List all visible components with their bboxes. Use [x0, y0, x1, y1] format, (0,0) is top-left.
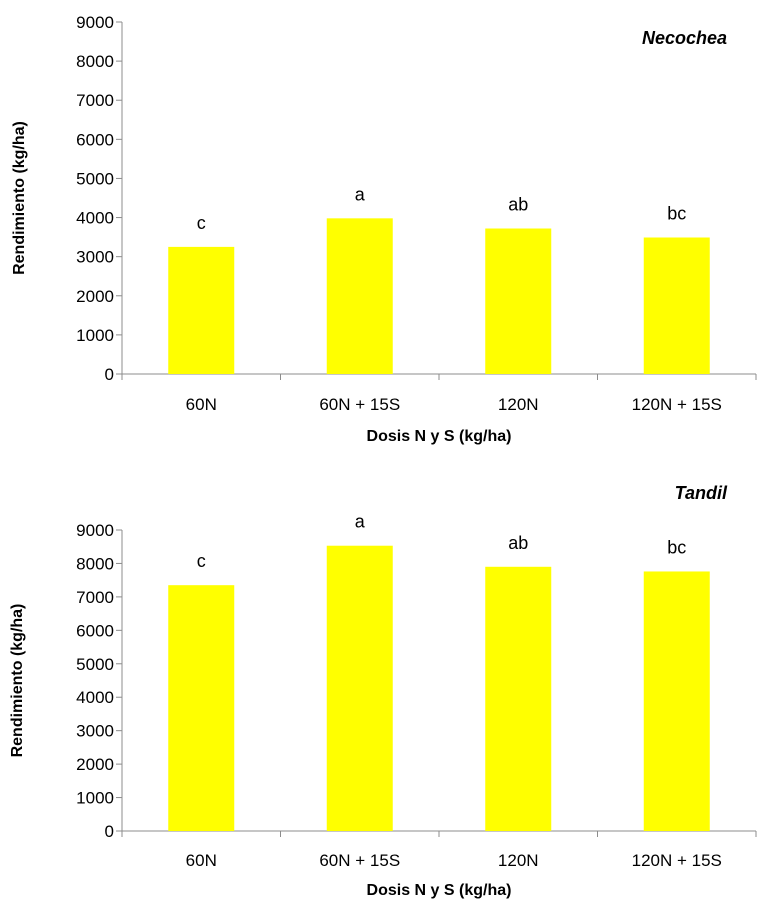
x-axis-label: Dosis N y S (kg/ha) — [367, 882, 512, 899]
y-axis-label: Rendimiento (kg/ha) — [11, 121, 28, 275]
x-category-label: 60N + 15S — [319, 851, 400, 870]
y-tick-label: 6000 — [76, 621, 114, 640]
y-tick-label: 1000 — [76, 789, 114, 808]
x-category-label: 120N + 15S — [632, 851, 722, 870]
bar — [326, 218, 393, 374]
chart-title: Tandil — [675, 483, 728, 503]
significance-label: ab — [508, 533, 528, 553]
chart-1: Tandil 0 1000 2000 3000 4000 5000 6000 7000 8000 9… — [9, 483, 757, 899]
significance-label: bc — [667, 204, 686, 224]
y-tick-label: 3000 — [76, 722, 114, 741]
x-category-label: 120N — [498, 851, 539, 870]
y-tick-label: 5000 — [76, 655, 114, 674]
y-tick-label: 0 — [105, 822, 114, 841]
y-tick-label: 2000 — [76, 287, 114, 306]
bar — [643, 237, 710, 374]
y-tick-label: 6000 — [76, 130, 114, 149]
y-tick-label: 7000 — [76, 91, 114, 110]
significance-label: a — [355, 512, 366, 532]
x-category-label: 60N — [186, 395, 217, 414]
x-category-label: 60N + 15S — [319, 395, 400, 414]
y-tick-label: 0 — [105, 365, 114, 384]
y-tick-label: 9000 — [76, 521, 114, 540]
bar — [643, 571, 710, 831]
chart-0: Necochea 0 1000 2000 3000 4000 5000 6000 7000 800… — [11, 13, 757, 445]
y-tick-label: 3000 — [76, 248, 114, 267]
bar — [326, 545, 393, 831]
y-tick-label: 7000 — [76, 588, 114, 607]
bar — [485, 228, 552, 374]
y-tick-label: 2000 — [76, 755, 114, 774]
y-tick-label: 8000 — [76, 554, 114, 573]
significance-label: c — [197, 551, 206, 571]
y-tick-label: 1000 — [76, 326, 114, 345]
chart-title: Necochea — [642, 28, 727, 48]
x-category-label: 120N + 15S — [632, 395, 722, 414]
x-category-label: 60N — [186, 851, 217, 870]
bar — [485, 566, 552, 831]
y-tick-label: 9000 — [76, 13, 114, 32]
significance-label: ab — [508, 195, 528, 215]
y-tick-label: 8000 — [76, 52, 114, 71]
y-tick-label: 4000 — [76, 688, 114, 707]
significance-label: a — [355, 184, 366, 204]
x-category-label: 120N — [498, 395, 539, 414]
significance-label: c — [197, 213, 206, 233]
x-axis-label: Dosis N y S (kg/ha) — [367, 428, 512, 445]
y-tick-label: 5000 — [76, 169, 114, 188]
significance-label: bc — [667, 537, 686, 557]
y-tick-label: 4000 — [76, 209, 114, 228]
y-axis-label: Rendimiento (kg/ha) — [9, 604, 26, 758]
bar — [168, 246, 235, 374]
bar — [168, 585, 235, 831]
